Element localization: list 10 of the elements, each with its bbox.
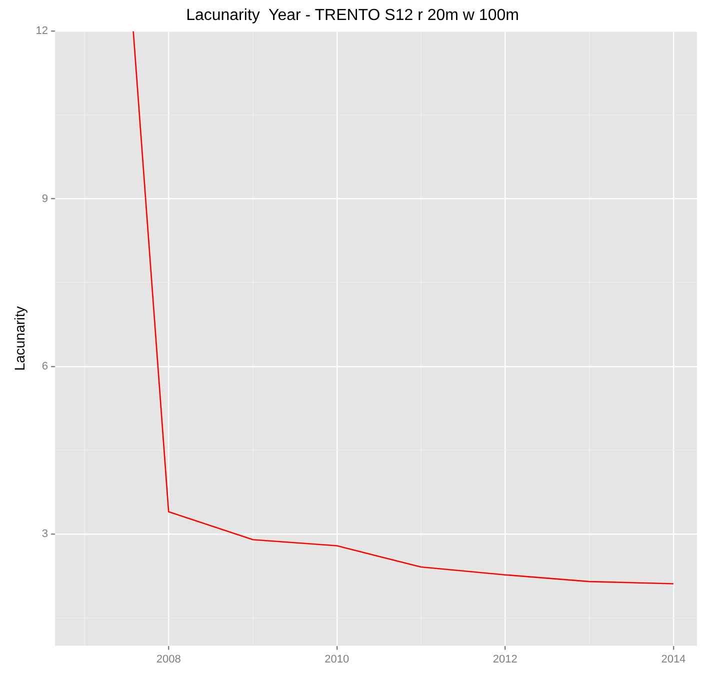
x-tick-label: 2010 (324, 653, 350, 666)
y-tick-label: 3 (42, 528, 48, 540)
x-tick-label: 2008 (156, 653, 181, 666)
y-tick-label: 12 (36, 25, 48, 38)
chart-title: Lacunarity Year - TRENTO S12 r 20m w 100m (186, 7, 519, 24)
y-axis-title: Lacunarity (11, 306, 28, 371)
x-tick-label: 2012 (492, 653, 518, 666)
x-tick-label: 2014 (661, 653, 686, 666)
y-tick-label: 9 (42, 192, 48, 205)
y-tick-label: 6 (42, 360, 48, 372)
